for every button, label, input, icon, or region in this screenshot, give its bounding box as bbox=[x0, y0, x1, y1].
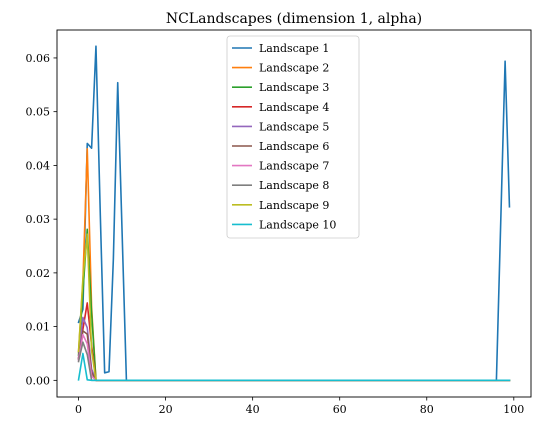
x-tick-label: 60 bbox=[333, 403, 347, 416]
x-tick-label: 0 bbox=[75, 403, 82, 416]
legend-label: Landscape 3 bbox=[259, 81, 329, 94]
legend-label: Landscape 5 bbox=[259, 120, 329, 133]
y-tick-label: 0.00 bbox=[26, 374, 51, 387]
legend-label: Landscape 6 bbox=[259, 140, 329, 153]
series-line-4 bbox=[77, 302, 511, 382]
series-line-7 bbox=[77, 333, 511, 382]
series-line-3 bbox=[77, 228, 511, 382]
x-tick-label: 100 bbox=[503, 403, 524, 416]
series-line-10 bbox=[77, 352, 511, 382]
legend-label: Landscape 1 bbox=[259, 42, 329, 55]
legend-label: Landscape 9 bbox=[259, 199, 329, 212]
legend-label: Landscape 7 bbox=[259, 160, 329, 173]
y-tick-label: 0.04 bbox=[26, 159, 51, 172]
y-tick-label: 0.02 bbox=[26, 267, 51, 280]
y-axis: 0.00 0.01 0.02 0.03 0.04 0.05 0.06 bbox=[26, 52, 57, 387]
series-line-8 bbox=[77, 341, 511, 382]
legend-label: Landscape 8 bbox=[259, 179, 329, 192]
legend-label: Landscape 4 bbox=[259, 101, 329, 114]
legend-box bbox=[226, 35, 360, 239]
plot-frame bbox=[56, 29, 532, 398]
series-line-1 bbox=[77, 45, 511, 382]
legend: Landscape 1 Landscape 2 Landscape 3 Landsca… bbox=[226, 35, 360, 239]
legend-label: Landscape 2 bbox=[259, 62, 329, 75]
x-tick-label: 40 bbox=[246, 403, 260, 416]
y-tick-label: 0.03 bbox=[26, 213, 51, 226]
y-tick-label: 0.01 bbox=[26, 321, 51, 334]
series-line-5 bbox=[77, 316, 511, 382]
series-line-6 bbox=[77, 330, 511, 382]
x-tick-label: 80 bbox=[420, 403, 434, 416]
x-axis: 0 20 40 60 80 100 bbox=[75, 397, 524, 416]
series-layer bbox=[77, 45, 511, 382]
series-line-9 bbox=[77, 233, 511, 382]
chart-title: NCLandscapes (dimension 1, alpha) bbox=[166, 11, 422, 27]
y-tick-label: 0.05 bbox=[26, 106, 51, 119]
y-tick-label: 0.06 bbox=[26, 52, 51, 65]
legend-label: Landscape 10 bbox=[259, 218, 336, 231]
x-tick-label: 20 bbox=[159, 403, 173, 416]
